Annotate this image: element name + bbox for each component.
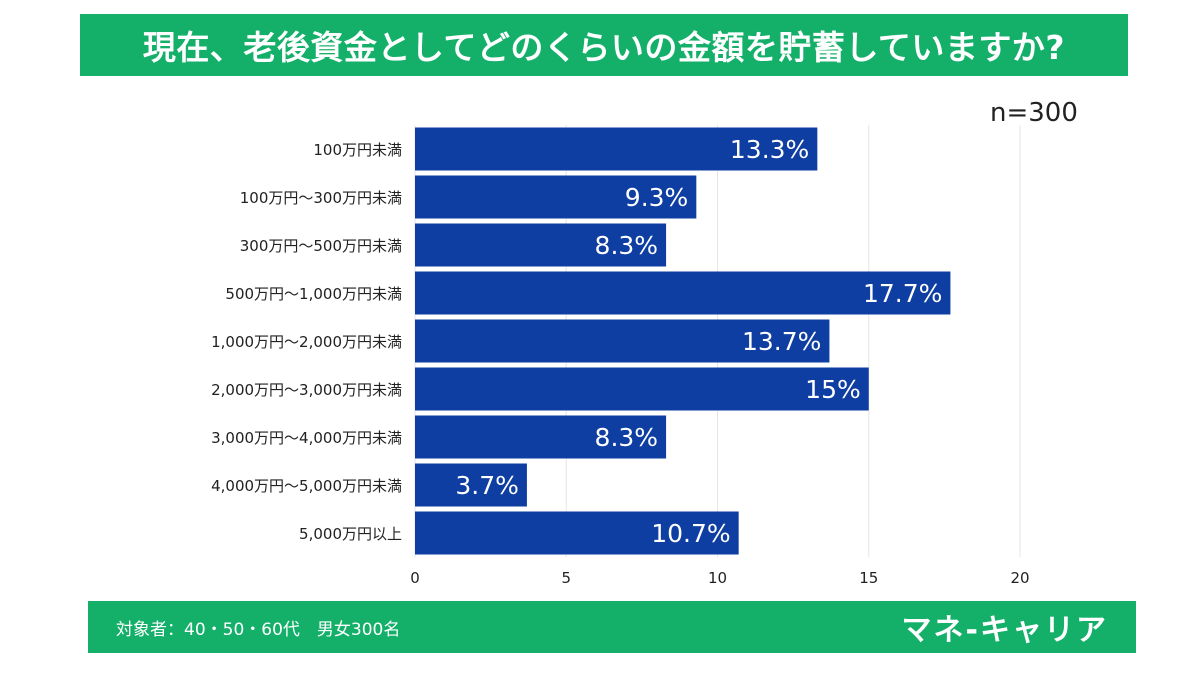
data-label: 10.7%: [651, 519, 730, 548]
y-category-label: 1,000万円〜2,000万円未満: [211, 333, 402, 351]
bar: [415, 175, 697, 219]
bar: [415, 319, 830, 363]
title-banner: 現在、老後資金としてどのくらいの金額を貯蓄していますか?: [80, 14, 1128, 76]
bar: [415, 463, 527, 507]
chart-title: 現在、老後資金としてどのくらいの金額を貯蓄していますか?: [142, 28, 1066, 67]
y-category-label: 2,000万円〜3,000万円未満: [211, 381, 402, 399]
x-tick-label: 10: [708, 569, 727, 587]
data-label: 8.3%: [595, 423, 659, 452]
data-label: 13.7%: [742, 327, 821, 356]
y-category-label: 3,000万円〜4,000万円未満: [211, 429, 402, 447]
data-label: 8.3%: [595, 231, 659, 260]
bar: [415, 367, 869, 411]
bar: [415, 415, 667, 459]
x-tick-label: 5: [561, 569, 571, 587]
data-label: 9.3%: [625, 183, 689, 212]
data-label: 3.7%: [455, 471, 519, 500]
brand-logo: マネ-キャリア: [901, 613, 1108, 648]
x-tick-label: 20: [1010, 569, 1029, 587]
bar: [415, 511, 739, 555]
y-category-label: 300万円〜500万円未満: [240, 237, 402, 255]
bar: [415, 271, 951, 315]
y-category-label: 100万円〜300万円未満: [240, 189, 402, 207]
data-label: 15%: [805, 375, 861, 404]
y-category-label: 500万円〜1,000万円未満: [225, 285, 402, 303]
data-label: 17.7%: [863, 279, 942, 308]
footer-banner: 対象者：40・50・60代 男女300名 マネ-キャリア: [88, 601, 1136, 653]
y-category-label: 100万円未満: [313, 141, 402, 159]
y-category-label: 5,000万円以上: [299, 525, 402, 543]
bar: [415, 223, 667, 267]
x-tick-label: 15: [859, 569, 878, 587]
x-tick-label: 0: [410, 569, 420, 587]
y-category-label: 4,000万円〜5,000万円未満: [211, 477, 402, 495]
bar: [415, 127, 818, 171]
respondents-label: 対象者：40・50・60代 男女300名: [116, 619, 401, 640]
sample-size-label: n=300: [990, 98, 1078, 128]
data-label: 13.3%: [730, 135, 809, 164]
bar-chart: 0 5 10 15 20 13.3% 100万円未満 9.3% 100万円〜300万円未満 8.3…: [211, 125, 1030, 587]
